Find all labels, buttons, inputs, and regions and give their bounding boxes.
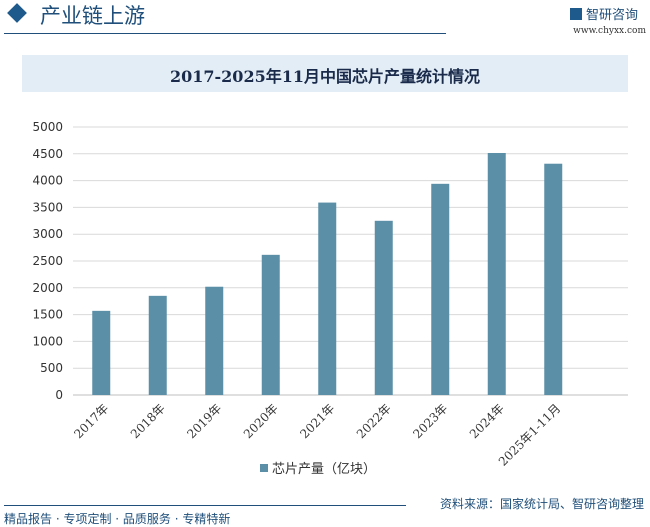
legend-swatch xyxy=(260,464,268,472)
x-tick-label: 2024年 xyxy=(467,401,507,441)
bar xyxy=(205,286,224,395)
bar xyxy=(487,152,506,395)
x-tick-label: 2017年 xyxy=(71,401,111,441)
footer-divider xyxy=(4,505,406,506)
y-tick-label: 0 xyxy=(55,388,63,402)
bar xyxy=(148,295,167,395)
y-tick-label: 3500 xyxy=(32,200,63,214)
x-tick-label: 2021年 xyxy=(297,401,337,441)
logo-text: 智研咨询 xyxy=(586,8,639,23)
x-tick-label: 2018年 xyxy=(128,401,168,441)
y-tick-label: 3000 xyxy=(32,227,63,241)
y-tick-label: 1000 xyxy=(32,334,63,348)
brand-url: www.chyxx.com xyxy=(573,26,646,36)
x-tick-label: 2023年 xyxy=(410,401,450,441)
y-tick-label: 5000 xyxy=(32,120,63,134)
header-divider xyxy=(4,33,446,34)
section-title: 产业链上游 xyxy=(40,4,145,28)
y-tick-label: 2500 xyxy=(32,254,63,268)
x-tick-label: 2022年 xyxy=(354,401,394,441)
legend: 芯片产量（亿块） xyxy=(260,458,376,477)
bar xyxy=(544,163,563,395)
bar xyxy=(261,254,280,395)
x-tick-label: 2019年 xyxy=(184,401,224,441)
y-tick-label: 4000 xyxy=(32,174,63,188)
chart-title-band: 2017-2025年11月中国芯片产量统计情况 xyxy=(22,55,628,92)
bar xyxy=(374,220,393,395)
brand-logo: 智研咨询 xyxy=(570,4,638,23)
y-tick-label: 500 xyxy=(40,361,63,375)
slogan: 精品报告 · 专项定制 · 品质服务 · 专精特新 xyxy=(4,512,231,526)
y-tick-label: 4500 xyxy=(32,147,63,161)
bar xyxy=(431,183,450,395)
source-note: 资料来源：国家统计局、智研咨询整理 xyxy=(439,497,644,511)
chart-title: 2017-2025年11月中国芯片产量统计情况 xyxy=(170,67,480,86)
y-tick-label: 2000 xyxy=(32,281,63,295)
bar xyxy=(318,202,337,395)
x-tick-label: 2020年 xyxy=(241,401,281,441)
logo-icon xyxy=(570,8,582,20)
y-tick-label: 1500 xyxy=(32,308,63,322)
bar xyxy=(92,310,111,395)
legend-label: 芯片产量（亿块） xyxy=(272,462,377,477)
